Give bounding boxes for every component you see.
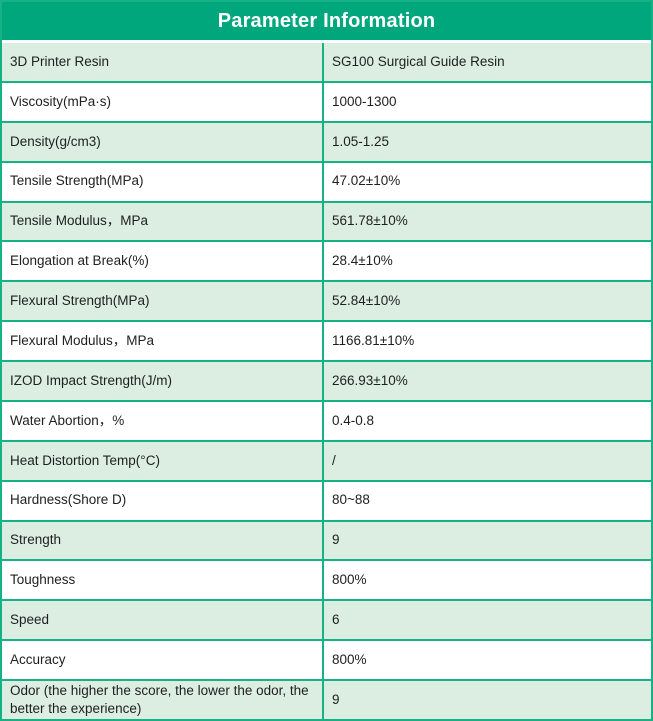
param-value-cell: 47.02±10%: [332, 173, 401, 189]
table-row: Toughness 800%: [2, 561, 651, 602]
param-name-cell: Water Abortion，%: [2, 401, 324, 440]
param-name-cell: Strength: [2, 521, 324, 560]
table-row: IZOD Impact Strength(J/m) 266.93±10%: [2, 362, 651, 402]
table-row: 3D Printer Resin SG100 Surgical Guide Re…: [2, 43, 651, 83]
param-name-cell: IZOD Impact Strength(J/m): [2, 362, 324, 400]
param-value-cell: 9: [332, 691, 340, 707]
param-value-cell: 52.84±10%: [332, 293, 401, 309]
param-name-cell: 3D Printer Resin: [2, 43, 324, 81]
param-name-cell: Heat Distortion Temp(°C): [2, 441, 324, 480]
param-value-cell: 80~88: [332, 492, 370, 508]
param-name-cell: Accuracy: [2, 641, 324, 679]
table-row: Viscosity(mPa·s) 1000-1300: [2, 82, 651, 123]
param-value-cell: 1166.81±10%: [332, 332, 415, 348]
table-row: Odor (the higher the score, the lower th…: [2, 681, 651, 719]
param-value-cell: 561.78±10%: [332, 213, 408, 229]
table-row: Flexural Modulus，MPa 1166.81±10%: [2, 322, 651, 362]
table-row: Water Abortion，% 0.4-0.8: [2, 401, 651, 442]
table-row: Strength 9: [2, 521, 651, 562]
table-row: Density(g/cm3) 1.05-1.25: [2, 122, 651, 163]
param-value-cell: 6: [332, 612, 340, 628]
table-row: Accuracy 800%: [2, 641, 651, 681]
param-name-cell: Tensile Modulus，MPa: [2, 202, 324, 241]
param-name-cell: Elongation at Break(%): [2, 242, 324, 281]
param-value-cell: 800%: [332, 572, 367, 588]
param-value-cell: 0.4-0.8: [332, 412, 375, 428]
param-name-cell: Flexural Modulus，MPa: [2, 322, 324, 360]
param-value-cell: SG100 Surgical Guide Resin: [332, 53, 505, 69]
table-row: Flexural Strength(MPa) 52.84±10%: [2, 282, 651, 323]
param-name-cell: Speed: [2, 601, 324, 640]
param-name-cell: Tensile Strength(MPa): [2, 162, 324, 201]
param-name-cell: Density(g/cm3): [2, 122, 324, 161]
param-name-cell: Odor (the higher the score, the lower th…: [2, 681, 324, 719]
param-name-cell: Viscosity(mPa·s): [2, 82, 324, 121]
table-row: Hardness(Shore D) 80~88: [2, 481, 651, 522]
table-row: Tensile Modulus，MPa 561.78±10%: [2, 202, 651, 243]
param-value-cell: /: [332, 452, 336, 468]
param-value-cell: 1000-1300: [332, 93, 397, 109]
param-name-cell: Toughness: [2, 561, 324, 600]
table-row: Tensile Strength(MPa) 47.02±10%: [2, 162, 651, 203]
param-name-cell: Hardness(Shore D): [2, 481, 324, 520]
table-row: Heat Distortion Temp(°C) /: [2, 441, 651, 482]
param-value-cell: 28.4±10%: [332, 253, 393, 269]
table-row: Speed 6: [2, 601, 651, 642]
param-name-cell: Flexural Strength(MPa): [2, 282, 324, 321]
param-value-cell: 800%: [332, 651, 367, 667]
param-value-cell: 1.05-1.25: [332, 133, 390, 149]
table-row: Elongation at Break(%) 28.4±10%: [2, 242, 651, 283]
param-value-cell: 266.93±10%: [332, 372, 408, 388]
table-title: Parameter Information: [2, 2, 651, 43]
param-value-cell: 9: [332, 532, 340, 548]
